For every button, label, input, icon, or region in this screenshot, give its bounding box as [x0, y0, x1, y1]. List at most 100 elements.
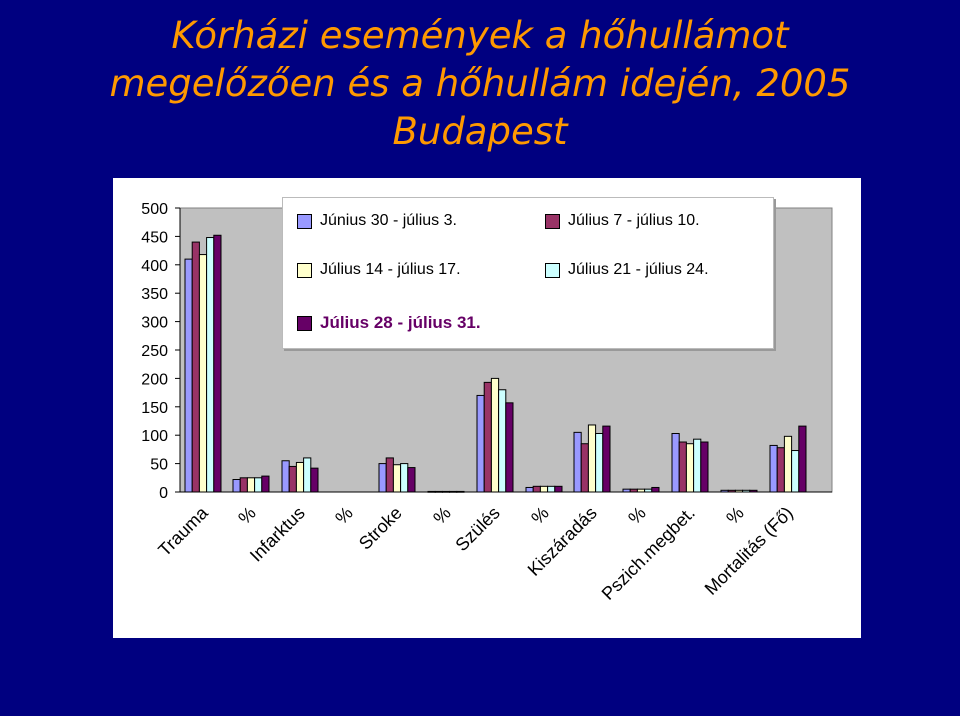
- legend-label-series-2: Július 7 - július 10.: [568, 212, 700, 229]
- bar-s1-g1: [184, 258, 193, 493]
- chart-legend: Június 30 - július 3. Július 7 - július …: [282, 197, 774, 349]
- bar-s3-g3: [295, 461, 305, 493]
- x-label-1: %: [234, 503, 259, 528]
- bar-s3-g10: [685, 443, 695, 493]
- bar-s2-g1: [191, 241, 200, 493]
- bar-s3-g1: [198, 254, 208, 493]
- bar-s2-g12: [776, 447, 785, 493]
- x-label-7: %: [527, 503, 552, 528]
- bar-s2-g7: [532, 485, 541, 493]
- bar-s5-g11: [749, 489, 758, 493]
- bar-s2-g5: [434, 490, 443, 493]
- bar-s2-g2: [239, 477, 248, 493]
- legend-item-series-2: Július 7 - július 10.: [545, 212, 700, 230]
- y-tick-label-8: 400: [141, 258, 168, 275]
- bar-s4-g9: [644, 488, 653, 493]
- bar-s5-g5: [456, 490, 465, 493]
- bar-s3-g7: [539, 485, 549, 493]
- bar-s1-g7: [525, 486, 534, 493]
- y-tick-label-10: 500: [141, 201, 168, 218]
- bar-s5-g10: [700, 441, 709, 493]
- y-tick-label-1: 50: [150, 457, 168, 474]
- bar-s3-g2: [246, 477, 256, 493]
- bar-s1-g9: [622, 488, 631, 493]
- legend-swatch-series-5: [297, 315, 312, 331]
- bar-s1-g3: [281, 460, 290, 493]
- bar-s2-g9: [629, 488, 638, 493]
- bar-s1-g6: [476, 394, 485, 493]
- y-tick-label-5: 250: [141, 343, 168, 360]
- x-label-5: %: [429, 503, 454, 528]
- bar-s5-g8: [602, 425, 611, 493]
- bar-s4-g6: [498, 389, 507, 493]
- bar-s5-g9: [651, 486, 660, 493]
- legend-label-series-1: Június 30 - július 3.: [320, 212, 457, 229]
- bar-s4-g11: [742, 489, 751, 493]
- legend-item-series-1: Június 30 - július 3.: [297, 212, 457, 230]
- bar-s3-g12: [783, 435, 793, 493]
- x-label-2: Infarktus: [246, 503, 309, 566]
- legend-label-series-3: Július 14 - július 17.: [320, 261, 461, 278]
- y-tick-label-0: 0: [159, 485, 168, 502]
- x-label-6: Szülés: [451, 503, 503, 555]
- bar-s4-g7: [547, 485, 556, 493]
- bar-s2-g4: [385, 457, 394, 493]
- title-line-2: megelőzően és a hőhullám idején, 2005: [109, 62, 851, 105]
- legend-swatch-series-3: [297, 262, 312, 278]
- bar-s1-g8: [573, 431, 582, 493]
- bar-s4-g3: [303, 457, 312, 493]
- legend-item-series-5: Július 28 - július 31.: [297, 313, 481, 333]
- bar-s3-g4: [392, 464, 402, 493]
- legend-swatch-series-4: [545, 262, 560, 278]
- title-line-1: Kórházi események a hőhullámot: [171, 14, 789, 57]
- y-tick-label-6: 300: [141, 315, 168, 332]
- bar-s1-g11: [720, 489, 729, 493]
- bar-s2-g3: [288, 465, 297, 493]
- bar-s5-g3: [310, 467, 319, 493]
- y-tick-label-4: 200: [141, 371, 168, 388]
- bar-s4-g1: [206, 237, 215, 493]
- bar-s1-g5: [427, 490, 436, 493]
- bar-s5-g4: [407, 467, 416, 493]
- bar-s4-g4: [400, 463, 409, 493]
- y-tick-label-2: 100: [141, 428, 168, 445]
- bar-s2-g6: [483, 381, 492, 493]
- bar-s3-g6: [490, 377, 500, 493]
- legend-swatch-series-1: [297, 213, 312, 229]
- bar-s4-g2: [254, 477, 263, 493]
- bar-s3-g5: [441, 490, 451, 493]
- y-tick-label-7: 350: [141, 286, 168, 303]
- title-line-3: Budapest: [392, 110, 568, 153]
- legend-swatch-series-2: [545, 213, 560, 229]
- bar-s3-g8: [587, 424, 597, 493]
- bar-s5-g12: [798, 425, 807, 493]
- bar-s1-g12: [769, 444, 778, 493]
- legend-item-series-4: Július 21 - július 24.: [545, 261, 709, 279]
- x-label-3: %: [331, 503, 356, 528]
- bar-s2-g8: [580, 443, 589, 493]
- bar-s1-g4: [378, 463, 387, 493]
- x-label-12: Mortalitás (Fő): [701, 503, 797, 599]
- bar-s4-g8: [595, 432, 604, 493]
- bar-s1-g2: [232, 479, 241, 493]
- x-label-0: Trauma: [154, 502, 212, 560]
- legend-label-series-5: Július 28 - július 31.: [320, 313, 481, 332]
- bar-s1-g10: [671, 432, 680, 493]
- bar-s5-g6: [505, 402, 514, 493]
- x-label-4: Stroke: [355, 503, 406, 554]
- y-tick-label-9: 450: [141, 229, 168, 246]
- legend-item-series-3: Július 14 - július 17.: [297, 261, 461, 279]
- slide-title: Kórházi események a hőhullámot megelőzőe…: [40, 12, 920, 156]
- bar-s2-g10: [678, 441, 687, 493]
- bar-s4-g10: [693, 438, 702, 493]
- bar-s5-g7: [554, 485, 563, 493]
- legend-label-series-4: Július 21 - július 24.: [568, 261, 709, 278]
- bar-s2-g11: [727, 489, 736, 493]
- y-tick-label-3: 150: [141, 400, 168, 417]
- x-label-9: %: [624, 503, 649, 528]
- bar-s5-g2: [261, 475, 270, 493]
- x-label-11: %: [722, 503, 747, 528]
- bar-s5-g1: [213, 234, 222, 493]
